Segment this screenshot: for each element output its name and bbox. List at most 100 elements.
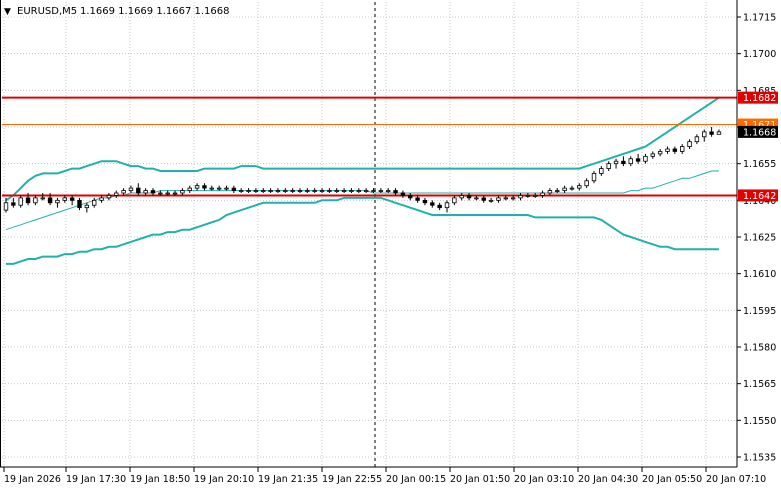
candle-body-bull: [555, 190, 560, 192]
candle: [533, 193, 538, 198]
candle-body-bull: [261, 190, 266, 192]
candle: [665, 146, 670, 154]
candle-body-bull: [319, 190, 325, 192]
candle: [371, 188, 376, 193]
candle: [672, 146, 678, 154]
candle-body-bear: [481, 197, 486, 201]
candle: [33, 195, 38, 206]
candle: [459, 193, 464, 201]
candle: [584, 178, 589, 189]
candle-body-bear: [400, 192, 406, 196]
time-tick-label: 19 Jan 17:30: [66, 474, 126, 485]
candle: [363, 188, 369, 193]
time-tick-label: 19 Jan 22:55: [322, 474, 382, 485]
candle: [283, 188, 288, 193]
candle-body-bull: [385, 190, 391, 192]
candle-body-bull: [459, 195, 464, 199]
candle-body-bull: [518, 195, 523, 199]
time-tick-label: 19 Jan 21:35: [258, 474, 318, 485]
candle-body-bear: [150, 190, 156, 194]
price-tick-label: 1.1685: [743, 86, 776, 97]
candle-body-bear: [437, 204, 442, 209]
bollinger-lower-line: [6, 196, 719, 265]
candle: [437, 202, 442, 211]
candle: [312, 188, 317, 193]
candle-body-bull: [290, 190, 295, 192]
candle: [261, 188, 266, 193]
candle-body-bear: [231, 187, 237, 191]
candle: [69, 195, 75, 206]
candle-body-bull: [180, 190, 185, 194]
candle-body-bull: [305, 190, 310, 192]
candle-body-bull: [33, 197, 38, 204]
ohlc-values: 1.1669 1.1669 1.1667 1.1668: [80, 6, 230, 17]
candle: [327, 188, 332, 193]
price-tick-label: 1.1550: [743, 416, 776, 427]
candle-body-bull: [569, 187, 575, 190]
chart-menu-arrow-icon[interactable]: ▼: [4, 7, 11, 17]
candle-body-bull: [591, 173, 597, 182]
candle: [290, 188, 295, 193]
candle: [216, 185, 222, 191]
candle: [275, 188, 281, 193]
candle-body-bear: [672, 148, 678, 152]
price-tick-label: 1.1535: [743, 453, 776, 464]
horizontal-levels[interactable]: [2, 96, 737, 197]
chart-header: ▼ EURUSD,M5 1.1669 1.1669 1.1667 1.1668: [4, 6, 230, 17]
candle: [510, 195, 516, 201]
candle: [496, 195, 501, 203]
price-tick-label: 1.1610: [743, 269, 776, 280]
candle: [187, 185, 192, 193]
candle-body-bull: [246, 190, 251, 192]
candle: [716, 129, 722, 135]
level-price-tag-bg: [738, 91, 778, 104]
candle-body-bull: [3, 202, 9, 211]
candle: [238, 188, 244, 193]
candle: [378, 188, 384, 193]
candle-body-bull: [268, 190, 273, 192]
time-axis[interactable]: 19 Jan 2026 19 Jan 17:30 19 Jan 18:50 19 Ja…: [3, 467, 766, 485]
candle: [143, 188, 148, 196]
candle: [18, 195, 23, 208]
candle: [231, 185, 237, 193]
candle: [62, 195, 67, 203]
price-tick-label: 1.1625: [743, 233, 776, 244]
axes: [0, 0, 738, 468]
candle: [525, 193, 531, 198]
candle: [577, 183, 582, 191]
candle: [11, 197, 16, 208]
candle-body-bear: [621, 160, 626, 165]
price-tick-label: 1.1580: [743, 343, 776, 354]
level-price-tag-text: 1.1682: [743, 93, 776, 104]
candle: [680, 144, 685, 154]
time-tick-label: 20 Jan 01:50: [450, 474, 510, 485]
candle: [540, 190, 545, 198]
candle: [55, 197, 60, 208]
candle: [466, 193, 472, 201]
level-price-tag: 1.1682: [738, 91, 778, 104]
time-tick-label: 20 Jan 00:15: [386, 474, 446, 485]
candle-body-bear: [136, 187, 141, 194]
candle: [268, 188, 273, 193]
candle: [444, 200, 450, 213]
candle-body-bull: [547, 190, 553, 194]
time-tick-label: 19 Jan 2026: [4, 474, 61, 485]
level-price-tag-text: 1.1671: [743, 120, 776, 131]
candle: [503, 195, 508, 201]
candle: [555, 188, 560, 193]
candle-body-bull: [371, 190, 376, 192]
time-tick-label: 20 Jan 07:10: [706, 474, 766, 485]
candle: [128, 185, 134, 193]
candle-body-bull: [716, 131, 722, 135]
candle: [172, 190, 178, 196]
candle-body-bear: [202, 185, 207, 189]
bollinger-upper-line: [5, 96, 720, 202]
candle-body-bull: [55, 199, 60, 204]
candle-body-bull: [702, 131, 707, 138]
candle: [694, 134, 700, 145]
candle: [3, 197, 9, 213]
candle-body-bull: [606, 163, 611, 169]
level-price-tag-bg: [738, 189, 778, 202]
